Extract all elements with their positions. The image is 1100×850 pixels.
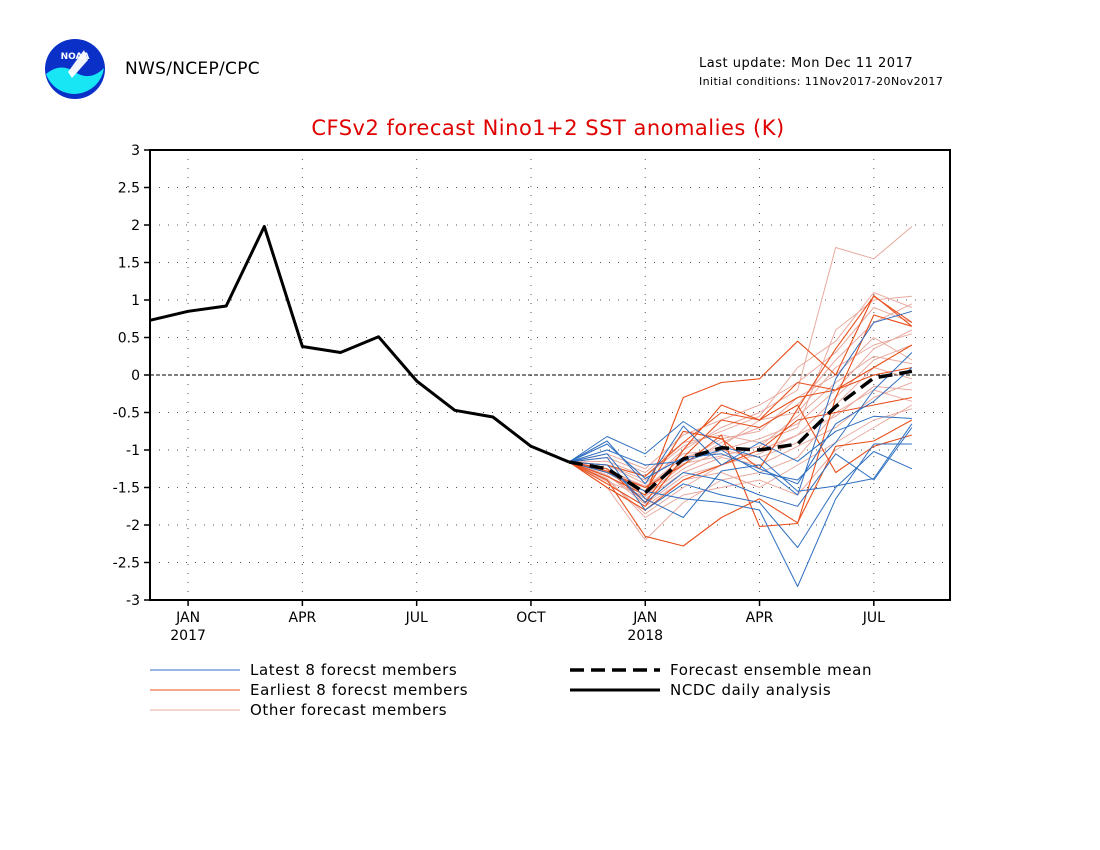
x-tick-year-label: 2017 <box>170 628 206 644</box>
legend-label-earliest: Earliest 8 forecst members <box>250 681 468 699</box>
other-member-line <box>568 295 912 473</box>
y-tick-label: 2.5 <box>118 181 140 197</box>
analysis-series <box>149 225 570 464</box>
other-member-line <box>568 226 913 485</box>
y-tick-label: -0.5 <box>113 406 140 422</box>
x-tick-label: APR <box>289 610 317 626</box>
earliest-member-line <box>568 314 913 528</box>
other-member-line <box>568 404 913 518</box>
latest-member-line <box>568 352 913 481</box>
y-tick-label: -1.5 <box>113 481 140 497</box>
latest-member-line <box>568 310 913 518</box>
earliest-member-line <box>568 419 913 547</box>
x-tick-label: JAN <box>175 610 200 626</box>
latest-members-series <box>568 310 913 587</box>
y-tick-label: -3 <box>126 593 140 609</box>
last-update-text: Last update: Mon Dec 11 2017 <box>699 56 914 71</box>
organization-label: NWS/NCEP/CPC <box>125 59 260 79</box>
legend: Latest 8 forecst members Earliest 8 forec… <box>150 661 872 719</box>
earliest-member-line <box>568 366 913 477</box>
earliest-member-line <box>568 295 913 492</box>
ensemble-mean-series <box>568 369 913 495</box>
x-tick-year-label: 2018 <box>627 628 663 644</box>
x-tick-label: APR <box>746 610 774 626</box>
noaa-logo-text: NOAA <box>61 52 90 62</box>
y-tick-label: -2.5 <box>113 556 140 572</box>
other-member-line <box>568 385 912 505</box>
y-tick-label: 0 <box>131 368 140 384</box>
earliest-member-line <box>568 294 913 496</box>
earliest-member-line <box>568 404 913 507</box>
x-tick-label: JAN <box>632 610 657 626</box>
y-tick-label: 2 <box>131 218 140 234</box>
x-tick-label: OCT <box>516 610 546 626</box>
y-axis-ticks: -3 -2.5 -2 -1.5 -1 -0.5 0 0.5 1 1.5 2 2.5 3 <box>113 143 150 609</box>
earliest-members-series <box>568 294 913 547</box>
earliest-member-line <box>568 344 913 504</box>
other-member-line <box>568 355 912 487</box>
legend-label-latest: Latest 8 forecst members <box>250 661 457 679</box>
other-member-line <box>568 344 913 515</box>
other-members-series <box>568 226 913 541</box>
y-tick-label: -2 <box>126 518 140 534</box>
x-tick-label: JUL <box>405 610 428 626</box>
y-tick-label: 1.5 <box>118 256 140 272</box>
earliest-member-line <box>568 396 913 511</box>
x-tick-label: JUL <box>862 610 885 626</box>
legend-label-analysis: NCDC daily analysis <box>670 681 831 699</box>
y-tick-label: 3 <box>131 143 140 159</box>
latest-member-line <box>568 427 913 507</box>
legend-label-other: Other forecast members <box>250 701 447 719</box>
y-tick-label: -1 <box>126 443 140 459</box>
y-tick-label: 0.5 <box>118 331 140 347</box>
legend-label-mean: Forecast ensemble mean <box>670 661 872 679</box>
latest-member-line <box>568 421 913 492</box>
initial-conditions-text: Initial conditions: 11Nov2017-20Nov2017 <box>699 75 944 88</box>
latest-member-line <box>568 415 912 485</box>
y-tick-label: 1 <box>131 293 140 309</box>
chart-title: CFSv2 forecast Nino1+2 SST anomalies (K) <box>311 116 784 140</box>
x-axis-ticks: JAN 2017 APR JUL OCT JAN 2018 APR JUL <box>170 600 885 644</box>
analysis-line <box>149 225 570 464</box>
latest-member-line <box>568 443 912 587</box>
noaa-logo-icon: NOAA <box>45 39 105 99</box>
ensemble-mean-line <box>568 369 913 495</box>
